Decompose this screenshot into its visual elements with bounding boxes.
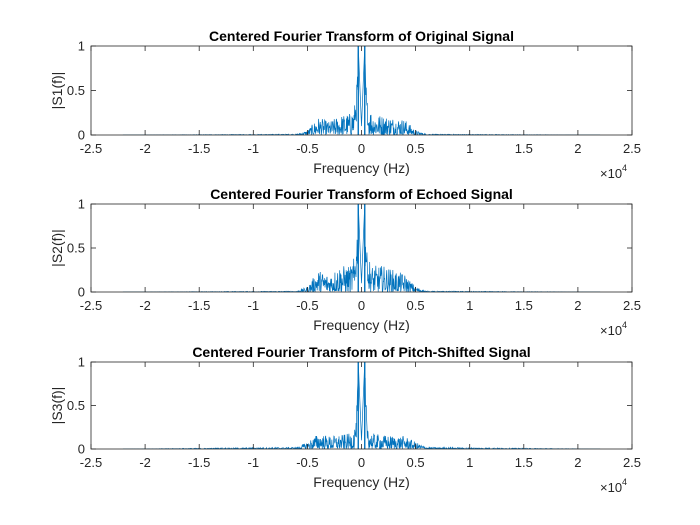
y-tick-label: 1 [78, 197, 85, 212]
x-tick-label: 2.5 [623, 141, 641, 156]
subplot-1: -2.5 -2 -1.5 -1 -0.5 0 0.5 1 1.5 2 2.5 0 0.5 1 Centere… [49, 28, 641, 181]
y-tick-label: 0 [78, 285, 85, 300]
x-tick-label: -2 [139, 141, 151, 156]
x-tick-label: 1.5 [515, 455, 533, 470]
y-axis-label: |S2(f)| [49, 229, 65, 267]
x-tick-label: -1 [248, 455, 260, 470]
x-axis-multiplier-exponent: 4 [622, 320, 627, 330]
x-tick-label: -2.5 [80, 141, 102, 156]
x-tick-label: -2.5 [80, 455, 102, 470]
x-tick-label: 1.5 [515, 141, 533, 156]
y-tick-label: 0.5 [67, 83, 85, 98]
x-tick-label: -1.5 [188, 298, 210, 313]
x-tick-label: 2 [574, 298, 581, 313]
x-tick-label: 2.5 [623, 455, 641, 470]
x-tick-label: -0.5 [296, 455, 318, 470]
chart-title: Centered Fourier Transform of Pitch-Shif… [192, 344, 530, 360]
y-tick-label: 0.5 [67, 241, 85, 256]
x-tick-label: 0.5 [407, 141, 425, 156]
x-tick-label: 0.5 [407, 455, 425, 470]
x-tick-label: -1.5 [188, 141, 210, 156]
x-tick-label: 0 [358, 298, 365, 313]
x-tick-label: -2 [139, 298, 151, 313]
x-tick-label: -1 [248, 298, 260, 313]
subplot-2: -2.5 -2 -1.5 -1 -0.5 0 0.5 1 1.5 2 2.5 0 0.5 1 Centere… [49, 186, 641, 338]
subplot-3: -2.5 -2 -1.5 -1 -0.5 0 0.5 1 1.5 2 2.5 0 0.5 1 Centere… [49, 344, 641, 495]
x-axis-multiplier: ×10 [600, 323, 622, 338]
x-tick-label: 0 [358, 455, 365, 470]
y-tick-label: 1 [78, 39, 85, 54]
y-axis-label: |S3(f)| [49, 387, 65, 425]
x-axis-multiplier: ×10 [600, 166, 622, 181]
x-tick-label: 1 [466, 455, 473, 470]
x-tick-label: -0.5 [296, 298, 318, 313]
x-tick-label: 2 [574, 455, 581, 470]
x-axis-label: Frequency (Hz) [313, 317, 409, 333]
x-axis-multiplier-exponent: 4 [622, 163, 627, 173]
y-tick-label: 0 [78, 128, 85, 143]
x-tick-label: 0.5 [407, 298, 425, 313]
x-axis-multiplier-exponent: 4 [622, 477, 627, 487]
x-tick-label: 1 [466, 298, 473, 313]
x-tick-label: -2.5 [80, 298, 102, 313]
x-tick-label: 1.5 [515, 298, 533, 313]
chart-title: Centered Fourier Transform of Echoed Sig… [210, 186, 513, 202]
x-tick-label: 2 [574, 141, 581, 156]
x-tick-label: 2.5 [623, 298, 641, 313]
x-tick-label: -2 [139, 455, 151, 470]
chart-title: Centered Fourier Transform of Original S… [209, 28, 514, 44]
y-tick-label: 0.5 [67, 398, 85, 413]
y-axis-label: |S1(f)| [49, 72, 65, 110]
x-axis-label: Frequency (Hz) [313, 160, 409, 176]
x-axis-label: Frequency (Hz) [313, 474, 409, 490]
x-tick-label: 0 [358, 141, 365, 156]
x-tick-label: -0.5 [296, 141, 318, 156]
x-tick-label: -1 [248, 141, 260, 156]
y-tick-label: 0 [78, 442, 85, 457]
x-axis-multiplier: ×10 [600, 480, 622, 495]
x-tick-label: -1.5 [188, 455, 210, 470]
y-tick-label: 1 [78, 355, 85, 370]
x-tick-label: 1 [466, 141, 473, 156]
